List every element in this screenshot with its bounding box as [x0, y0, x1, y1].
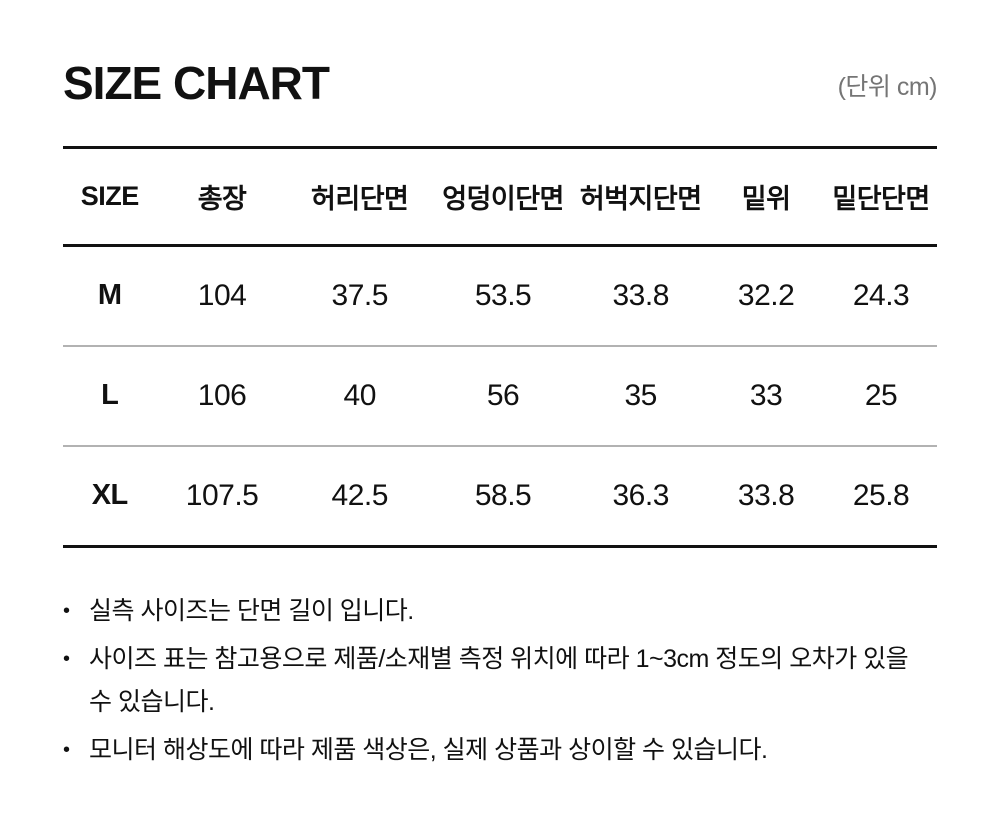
- page-title: SIZE CHART: [63, 57, 330, 109]
- cell-value: 53.5: [474, 278, 532, 312]
- size-label: XL: [91, 479, 129, 512]
- cell-value: 25: [864, 378, 898, 412]
- cell-value: 36.3: [612, 478, 669, 512]
- bullet-icon: •: [63, 599, 70, 622]
- table-row-m: M 104 37.5 53.5 33.8 32.2 24.3: [63, 245, 937, 346]
- size-label: L: [101, 379, 119, 412]
- cell-value: 33.8: [612, 278, 669, 312]
- bullet-icon: •: [63, 647, 70, 670]
- column-header-rise: 밑위: [741, 183, 791, 214]
- cell-value: 35: [624, 378, 658, 412]
- cell-value: 25.8: [852, 478, 910, 512]
- cell-value: 58.5: [474, 478, 532, 512]
- cell-value: 56: [486, 378, 520, 412]
- cell-value: 32.2: [737, 278, 795, 312]
- note-text: 실측 사이즈는 단면 길이 입니다.: [89, 596, 414, 625]
- cell-value: 33: [749, 378, 783, 412]
- note-text: 모니터 해상도에 따라 제품 색상은, 실제 상품과 상이할 수 있습니다.: [89, 735, 768, 764]
- size-label: M: [97, 279, 122, 312]
- cell-value: 33.8: [737, 478, 795, 512]
- header-bar: SIZE CHART (단위 cm): [63, 57, 938, 109]
- cell-value: 40: [343, 378, 377, 412]
- cell-value: 24.3: [852, 278, 910, 312]
- table-row-xl: XL 107.5 42.5 58.5 36.3 33.8 25.8: [63, 446, 937, 547]
- bullet-icon: •: [63, 738, 70, 761]
- cell-value: 104: [197, 278, 247, 312]
- table-row-l: L 106 40 56 35 33 25: [63, 346, 937, 446]
- note-text: 사이즈 표는 참고용으로 제품/소재별 측정 위치에 따라 1~3cm 정도의 …: [89, 644, 909, 716]
- cell-value: 42.5: [331, 478, 389, 512]
- list-item: • 모니터 해상도에 따라 제품 색상은, 실제 상품과 상이할 수 있습니다.: [63, 729, 937, 772]
- table-header-row: SIZE 총장 허리단면 엉덩이단면 허벅지단면 밑위 밑단단면: [63, 147, 937, 246]
- column-header-size: SIZE: [80, 180, 140, 211]
- cell-value: 107.5: [185, 478, 259, 512]
- notes-list: • 실측 사이즈는 단면 길이 입니다. • 사이즈 표는 참고용으로 제품/소…: [63, 590, 937, 772]
- cell-value: 37.5: [331, 278, 389, 312]
- column-header-thigh: 허벅지단면: [579, 183, 702, 214]
- column-header-hip: 엉덩이단면: [442, 183, 564, 214]
- unit-label: (단위 cm): [837, 72, 938, 101]
- column-header-hem: 밑단단면: [832, 183, 930, 214]
- column-header-waist: 허리단면: [311, 183, 409, 214]
- list-item: • 사이즈 표는 참고용으로 제품/소재별 측정 위치에 따라 1~3cm 정도…: [63, 638, 937, 724]
- column-header-total-length: 총장: [197, 183, 247, 214]
- list-item: • 실측 사이즈는 단면 길이 입니다.: [63, 590, 937, 633]
- size-table: SIZE 총장 허리단면 엉덩이단면 허벅지단면 밑위 밑단단면 M 104 3…: [63, 146, 937, 548]
- cell-value: 106: [197, 378, 247, 412]
